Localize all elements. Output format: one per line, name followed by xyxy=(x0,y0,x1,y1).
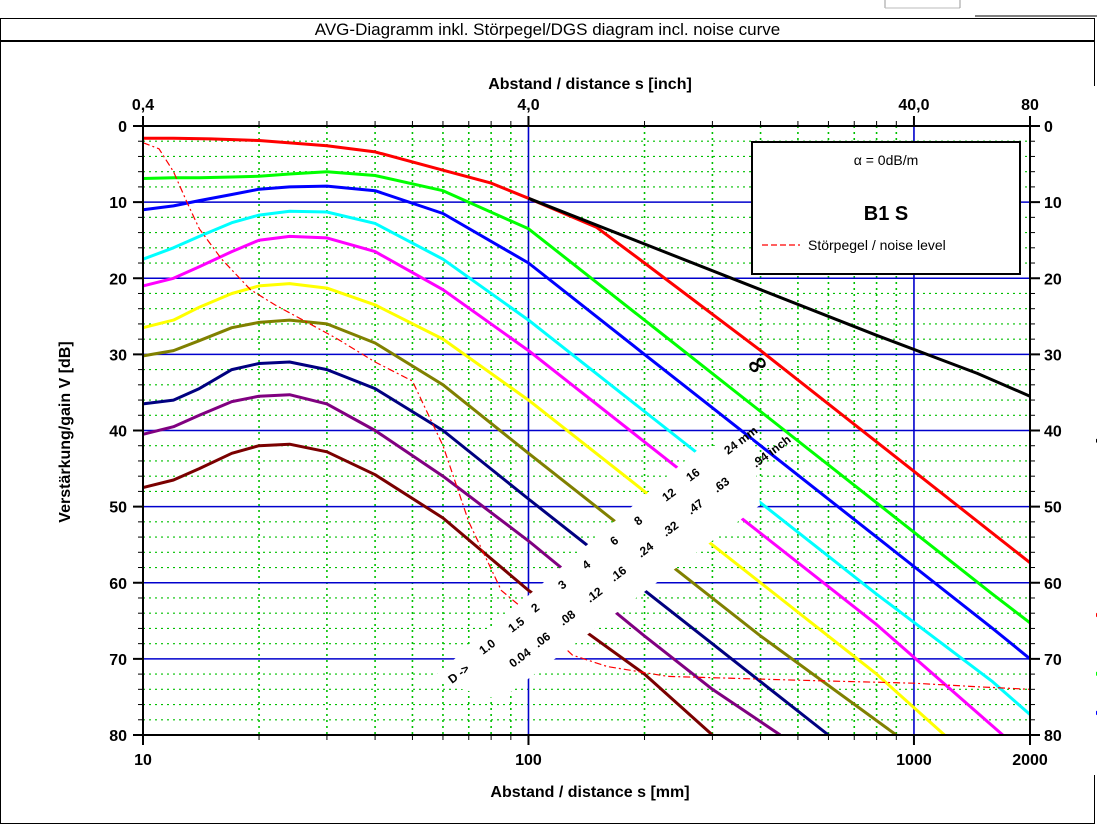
legend: α = 0dB/m B1 S Störpegel / noise level xyxy=(751,141,1021,275)
series-line xyxy=(142,234,1004,737)
series-line xyxy=(142,209,1055,737)
series-line xyxy=(142,170,1097,676)
legend-probe: B1 S xyxy=(864,203,908,225)
y-tick-label-right: 40 xyxy=(1044,424,1062,441)
x-tick-label-top: 0,4 xyxy=(132,97,154,114)
series-line xyxy=(142,282,946,737)
legend-attenuation: α = 0dB/m xyxy=(854,152,919,168)
y-tick-label-left: 30 xyxy=(109,347,127,364)
legend-noise-label: Störpegel / noise level xyxy=(808,237,946,253)
x-tick-label-bottom: 1000 xyxy=(896,752,932,769)
y-tick-label-right: 30 xyxy=(1044,347,1062,364)
y-tick-label-left: 20 xyxy=(109,271,127,288)
axes-layer: 0 0 10 10 20 20 30 30 40 40 50 50 60 60 70 70 80 80 10 100 1… xyxy=(83,86,1096,776)
series-line xyxy=(142,393,782,737)
y-tick-label-left: 40 xyxy=(109,424,127,441)
x-tick-label-top: 40,0 xyxy=(898,97,929,114)
figure-title: AVG-Diagramm inkl. Störpegel/DGS diagram… xyxy=(0,18,1095,42)
y-tick-label-left: 70 xyxy=(109,652,127,669)
x-tick-label-top: 4,0 xyxy=(517,97,539,114)
plot-clip-left xyxy=(83,86,142,775)
series-line xyxy=(142,184,1097,716)
y-tick-label-right: 50 xyxy=(1044,500,1062,517)
series-line xyxy=(143,136,1097,618)
y-axis-title: Verstärkung/gain V [dB] xyxy=(57,341,74,522)
infinity-marker: ∞ xyxy=(741,346,775,383)
plot-clip-right xyxy=(1031,86,1096,775)
y-tick-label-left: 60 xyxy=(109,576,127,593)
x-tick-label-bottom: 2000 xyxy=(1012,752,1048,769)
x-axis-title-bottom: Abstand / distance s [mm] xyxy=(490,784,689,801)
x-tick-label-bottom: 10 xyxy=(134,752,152,769)
x-tick-label-bottom: 100 xyxy=(515,752,542,769)
y-tick-label-right: 60 xyxy=(1044,576,1062,593)
y-tick-label-right: 20 xyxy=(1044,271,1062,288)
y-tick-label-right: 70 xyxy=(1044,652,1062,669)
x-axis-title-top: Abstand / distance s [inch] xyxy=(488,76,692,93)
y-tick-label-right: 10 xyxy=(1044,195,1062,212)
tab-strip-lines xyxy=(884,0,1097,17)
plot-clip-bottom xyxy=(143,736,1030,776)
y-tick-label-left: 80 xyxy=(109,728,127,745)
series-line xyxy=(142,142,1097,690)
y-tick-label-left: 0 xyxy=(118,119,127,136)
window-tab-strip xyxy=(0,0,1097,18)
diameter-label-band xyxy=(430,440,760,700)
y-tick-label-right: 80 xyxy=(1044,728,1062,745)
x-tick-label-top: 80 xyxy=(1021,97,1039,114)
y-tick-label-left: 50 xyxy=(109,500,127,517)
y-tick-label-right: 0 xyxy=(1044,119,1053,136)
y-tick-label-left: 10 xyxy=(109,195,127,212)
